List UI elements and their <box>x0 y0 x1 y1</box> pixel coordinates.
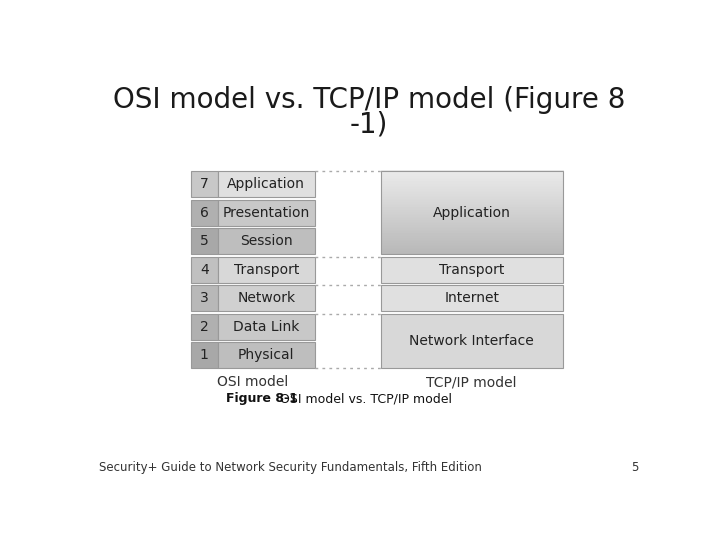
Bar <box>218 256 315 283</box>
Text: Transport: Transport <box>233 262 299 276</box>
Text: Network: Network <box>238 291 295 305</box>
Text: 4: 4 <box>200 262 209 276</box>
Bar <box>191 171 218 197</box>
Text: 3: 3 <box>200 291 209 305</box>
Bar <box>218 314 315 340</box>
Text: OSI model vs. TCP/IP model (Figure 8: OSI model vs. TCP/IP model (Figure 8 <box>113 86 625 114</box>
Text: Data Link: Data Link <box>233 320 300 334</box>
Text: 7: 7 <box>200 177 209 191</box>
Bar <box>381 314 563 368</box>
Text: OSI model vs. TCP/IP model: OSI model vs. TCP/IP model <box>269 392 452 405</box>
Text: OSI model: OSI model <box>217 375 289 389</box>
Text: -1): -1) <box>350 111 388 139</box>
Bar <box>218 285 315 311</box>
Text: Network Interface: Network Interface <box>409 334 534 348</box>
Bar <box>218 228 315 254</box>
Bar <box>218 171 315 197</box>
Bar <box>191 314 218 340</box>
Bar <box>218 200 315 226</box>
Bar <box>381 171 563 254</box>
Text: 6: 6 <box>200 206 209 220</box>
Bar <box>191 228 218 254</box>
Text: Transport: Transport <box>439 262 505 276</box>
Bar <box>191 342 218 368</box>
Bar <box>191 200 218 226</box>
Text: 1: 1 <box>200 348 209 362</box>
Text: TCP/IP model: TCP/IP model <box>426 375 517 389</box>
Text: 2: 2 <box>200 320 209 334</box>
Text: Session: Session <box>240 234 292 248</box>
Text: Physical: Physical <box>238 348 294 362</box>
Text: Security+ Guide to Network Security Fundamentals, Fifth Edition: Security+ Guide to Network Security Fund… <box>99 462 482 475</box>
Bar <box>218 342 315 368</box>
Bar <box>381 256 563 283</box>
Text: Application: Application <box>433 206 510 220</box>
Text: Application: Application <box>228 177 305 191</box>
Text: Internet: Internet <box>444 291 499 305</box>
Bar <box>191 256 218 283</box>
Text: Presentation: Presentation <box>222 206 310 220</box>
Bar <box>381 285 563 311</box>
Text: Figure 8-1: Figure 8-1 <box>225 392 297 405</box>
Text: 5: 5 <box>200 234 209 248</box>
Bar <box>191 285 218 311</box>
Text: 5: 5 <box>631 462 639 475</box>
